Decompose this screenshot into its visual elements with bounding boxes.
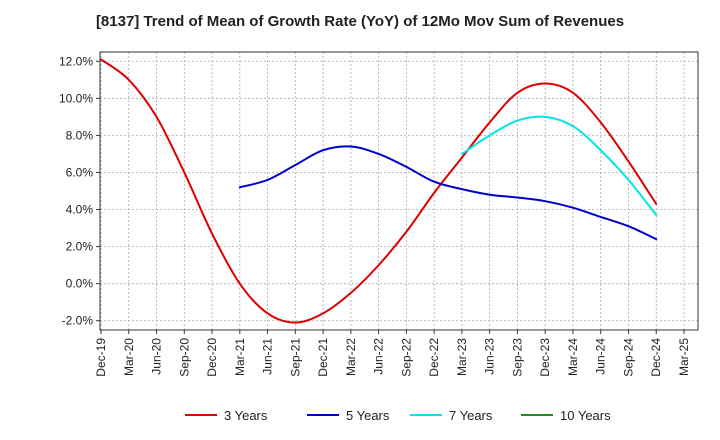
x-tick-label: Mar-20 (122, 338, 136, 376)
plot-border (99, 51, 699, 331)
x-tick-label: Jun-24 (594, 338, 608, 375)
x-tick-label: Dec-20 (205, 338, 219, 377)
legend: 3 Years 5 Years 7 Years 10 Years (185, 408, 611, 423)
x-tick-label: Jun-20 (150, 338, 164, 375)
x-tick-label: Sep-22 (399, 338, 413, 377)
x-tick-label: Mar-22 (344, 338, 358, 376)
legend-label: 10 Years (560, 408, 611, 423)
x-tick-label: Sep-23 (510, 338, 524, 377)
y-tick-label: -2.0% (62, 314, 94, 328)
y-axis: -2.0% 0.0% 2.0% 4.0% 6.0% 8.0% 10.0% 12.0% (59, 54, 100, 328)
x-tick-label: Jun-23 (483, 338, 497, 375)
x-tick-label: Mar-23 (455, 338, 469, 376)
x-tick-label: Dec-19 (94, 338, 108, 377)
x-tick-label: Sep-24 (621, 338, 635, 377)
y-tick-label: 12.0% (59, 54, 93, 68)
x-tick-label: Jun-21 (261, 338, 275, 375)
x-tick-label: Mar-24 (566, 338, 580, 376)
x-tick-label: Dec-22 (427, 338, 441, 377)
series-line-7-years (460, 115, 658, 217)
x-tick-label: Dec-23 (538, 338, 552, 377)
x-tick-label: Sep-21 (288, 338, 302, 377)
series-line-3-years (100, 58, 658, 324)
x-tick-label: Dec-21 (316, 338, 330, 377)
chart-title: [8137] Trend of Mean of Growth Rate (YoY… (95, 13, 625, 30)
plot-area (100, 52, 698, 330)
x-tick-label: Jun-22 (372, 338, 386, 375)
y-tick-label: 6.0% (66, 165, 94, 179)
x-tick-label: Mar-21 (233, 338, 247, 376)
y-tick-label: 0.0% (66, 277, 94, 291)
y-tick-label: 4.0% (66, 203, 94, 217)
x-tick-label: Mar-25 (677, 338, 691, 376)
legend-label: 7 Years (449, 408, 493, 423)
legend-label: 5 Years (346, 408, 390, 423)
legend-label: 3 Years (224, 408, 268, 423)
x-tick-label: Dec-24 (649, 338, 663, 377)
series-line-5-years (238, 145, 658, 241)
x-tick-label: Sep-20 (177, 338, 191, 377)
y-tick-label: 2.0% (66, 240, 94, 254)
y-tick-label: 8.0% (66, 128, 94, 142)
series-layer (100, 58, 658, 324)
y-tick-label: 10.0% (59, 91, 93, 105)
x-axis: Dec-19 Mar-20 Jun-20 Sep-20 Dec-20 Mar-21 Jun-… (94, 330, 691, 377)
